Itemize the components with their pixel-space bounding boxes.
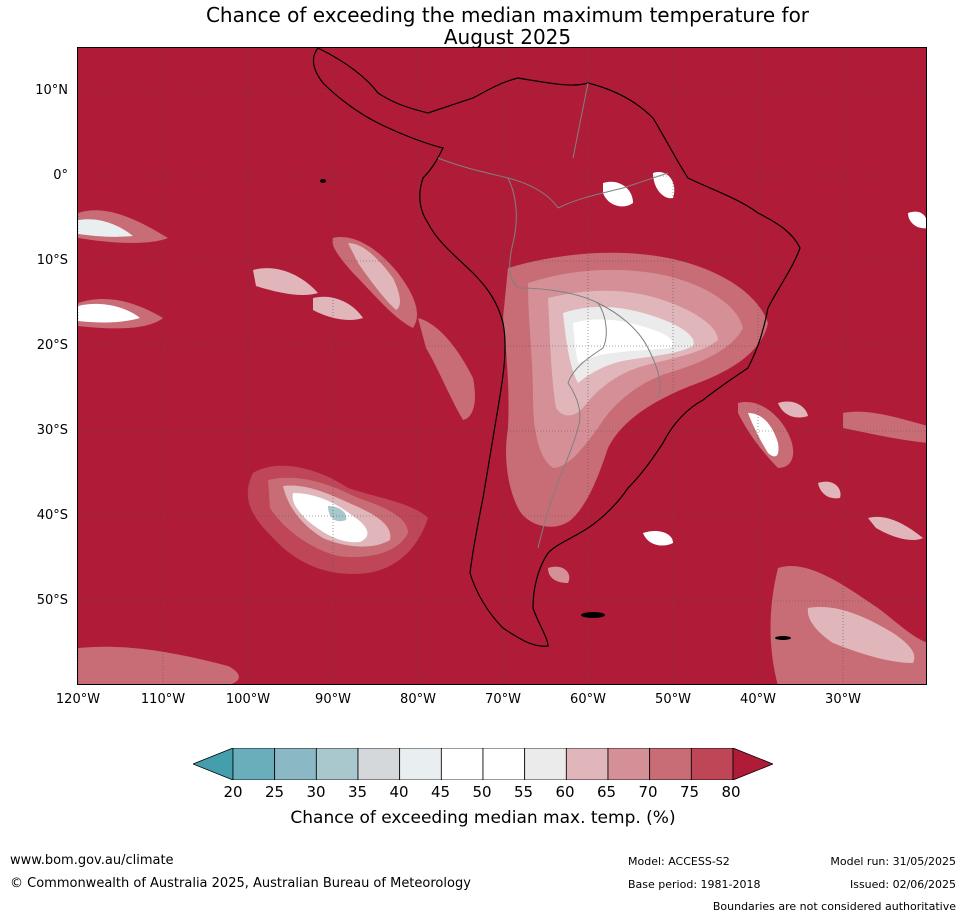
colorbar-tick: 80 xyxy=(721,783,741,801)
footer-copyright: © Commonwealth of Australia 2025, Austra… xyxy=(10,876,471,891)
colorbar-tick: 35 xyxy=(347,783,368,801)
colorbar-cell xyxy=(649,748,692,780)
colorbar-tick: 25 xyxy=(264,783,285,801)
islands xyxy=(320,179,791,640)
colorbar-cell xyxy=(232,748,276,780)
colorbar-cell xyxy=(274,748,317,780)
graticule xyxy=(78,48,926,684)
colorbar-cell xyxy=(399,748,442,780)
colorbar-extend-low xyxy=(193,748,234,780)
model-name: Model: ACCESS-S2 xyxy=(628,855,730,868)
colorbar-extend-high xyxy=(732,748,773,780)
lat-label-40s: 40°S xyxy=(36,508,68,523)
base-period: Base period: 1981-2018 xyxy=(628,878,761,891)
lat-label-30s: 30°S xyxy=(36,423,68,438)
map-title-line1: Chance of exceeding the median maximum t… xyxy=(205,3,810,27)
colorbar-cell xyxy=(357,748,401,780)
issued-date: Issued: 02/06/2025 xyxy=(849,878,956,891)
colorbar-tick: 55 xyxy=(513,783,534,801)
colorbar-tick: 40 xyxy=(389,783,409,801)
lon-label-90w: 90°W xyxy=(315,692,351,707)
colorbar-cell xyxy=(607,748,651,780)
colorbar-cell xyxy=(482,748,526,780)
model-run: Model run: 31/05/2025 xyxy=(830,855,956,868)
colorbar-cells xyxy=(193,748,773,780)
colorbar-cell xyxy=(524,748,567,780)
colorbar-cell xyxy=(690,748,734,780)
lon-label-70w: 70°W xyxy=(485,692,521,707)
forecast-map xyxy=(77,47,927,685)
colorbar xyxy=(193,748,773,780)
lon-label-120w: 120°W xyxy=(55,692,101,707)
colorbar-cell xyxy=(315,748,359,780)
lon-label-110w: 110°W xyxy=(140,692,186,707)
colorbar-tick: 20 xyxy=(223,783,243,801)
map-canvas xyxy=(78,48,926,684)
colorbar-tick: 30 xyxy=(306,783,326,801)
colorbar-tick: 65 xyxy=(596,783,617,801)
colorbar-tick: 50 xyxy=(472,783,492,801)
lon-label-60w: 60°W xyxy=(570,692,606,707)
footer-url: www.bom.gov.au/climate xyxy=(10,853,174,868)
lon-label-100w: 100°W xyxy=(225,692,271,707)
probability-shading xyxy=(78,172,926,684)
colorbar-tick: 75 xyxy=(679,783,700,801)
lat-label-20s: 20°S xyxy=(36,338,68,353)
lat-label-10n: 10°N xyxy=(35,83,68,98)
lon-label-30w: 30°W xyxy=(825,692,861,707)
lat-label-0: 0° xyxy=(53,168,68,183)
country-borders xyxy=(437,82,669,549)
map-title-line2: August 2025 xyxy=(443,25,572,49)
map-title: Chance of exceeding the median maximum t… xyxy=(0,4,965,48)
lon-label-40w: 40°W xyxy=(740,692,776,707)
colorbar-tick: 45 xyxy=(430,783,451,801)
colorbar-tick: 60 xyxy=(555,783,575,801)
lat-label-10s: 10°S xyxy=(36,253,68,268)
lon-label-50w: 50°W xyxy=(655,692,691,707)
colorbar-cell xyxy=(440,748,484,780)
boundary-disclaimer: Boundaries are not considered authoritat… xyxy=(712,900,956,913)
lat-label-50s: 50°S xyxy=(36,593,68,608)
colorbar-tick: 70 xyxy=(638,783,658,801)
lon-label-80w: 80°W xyxy=(400,692,436,707)
colorbar-cell xyxy=(565,748,609,780)
colorbar-label: Chance of exceeding median max. temp. (%… xyxy=(290,808,676,828)
